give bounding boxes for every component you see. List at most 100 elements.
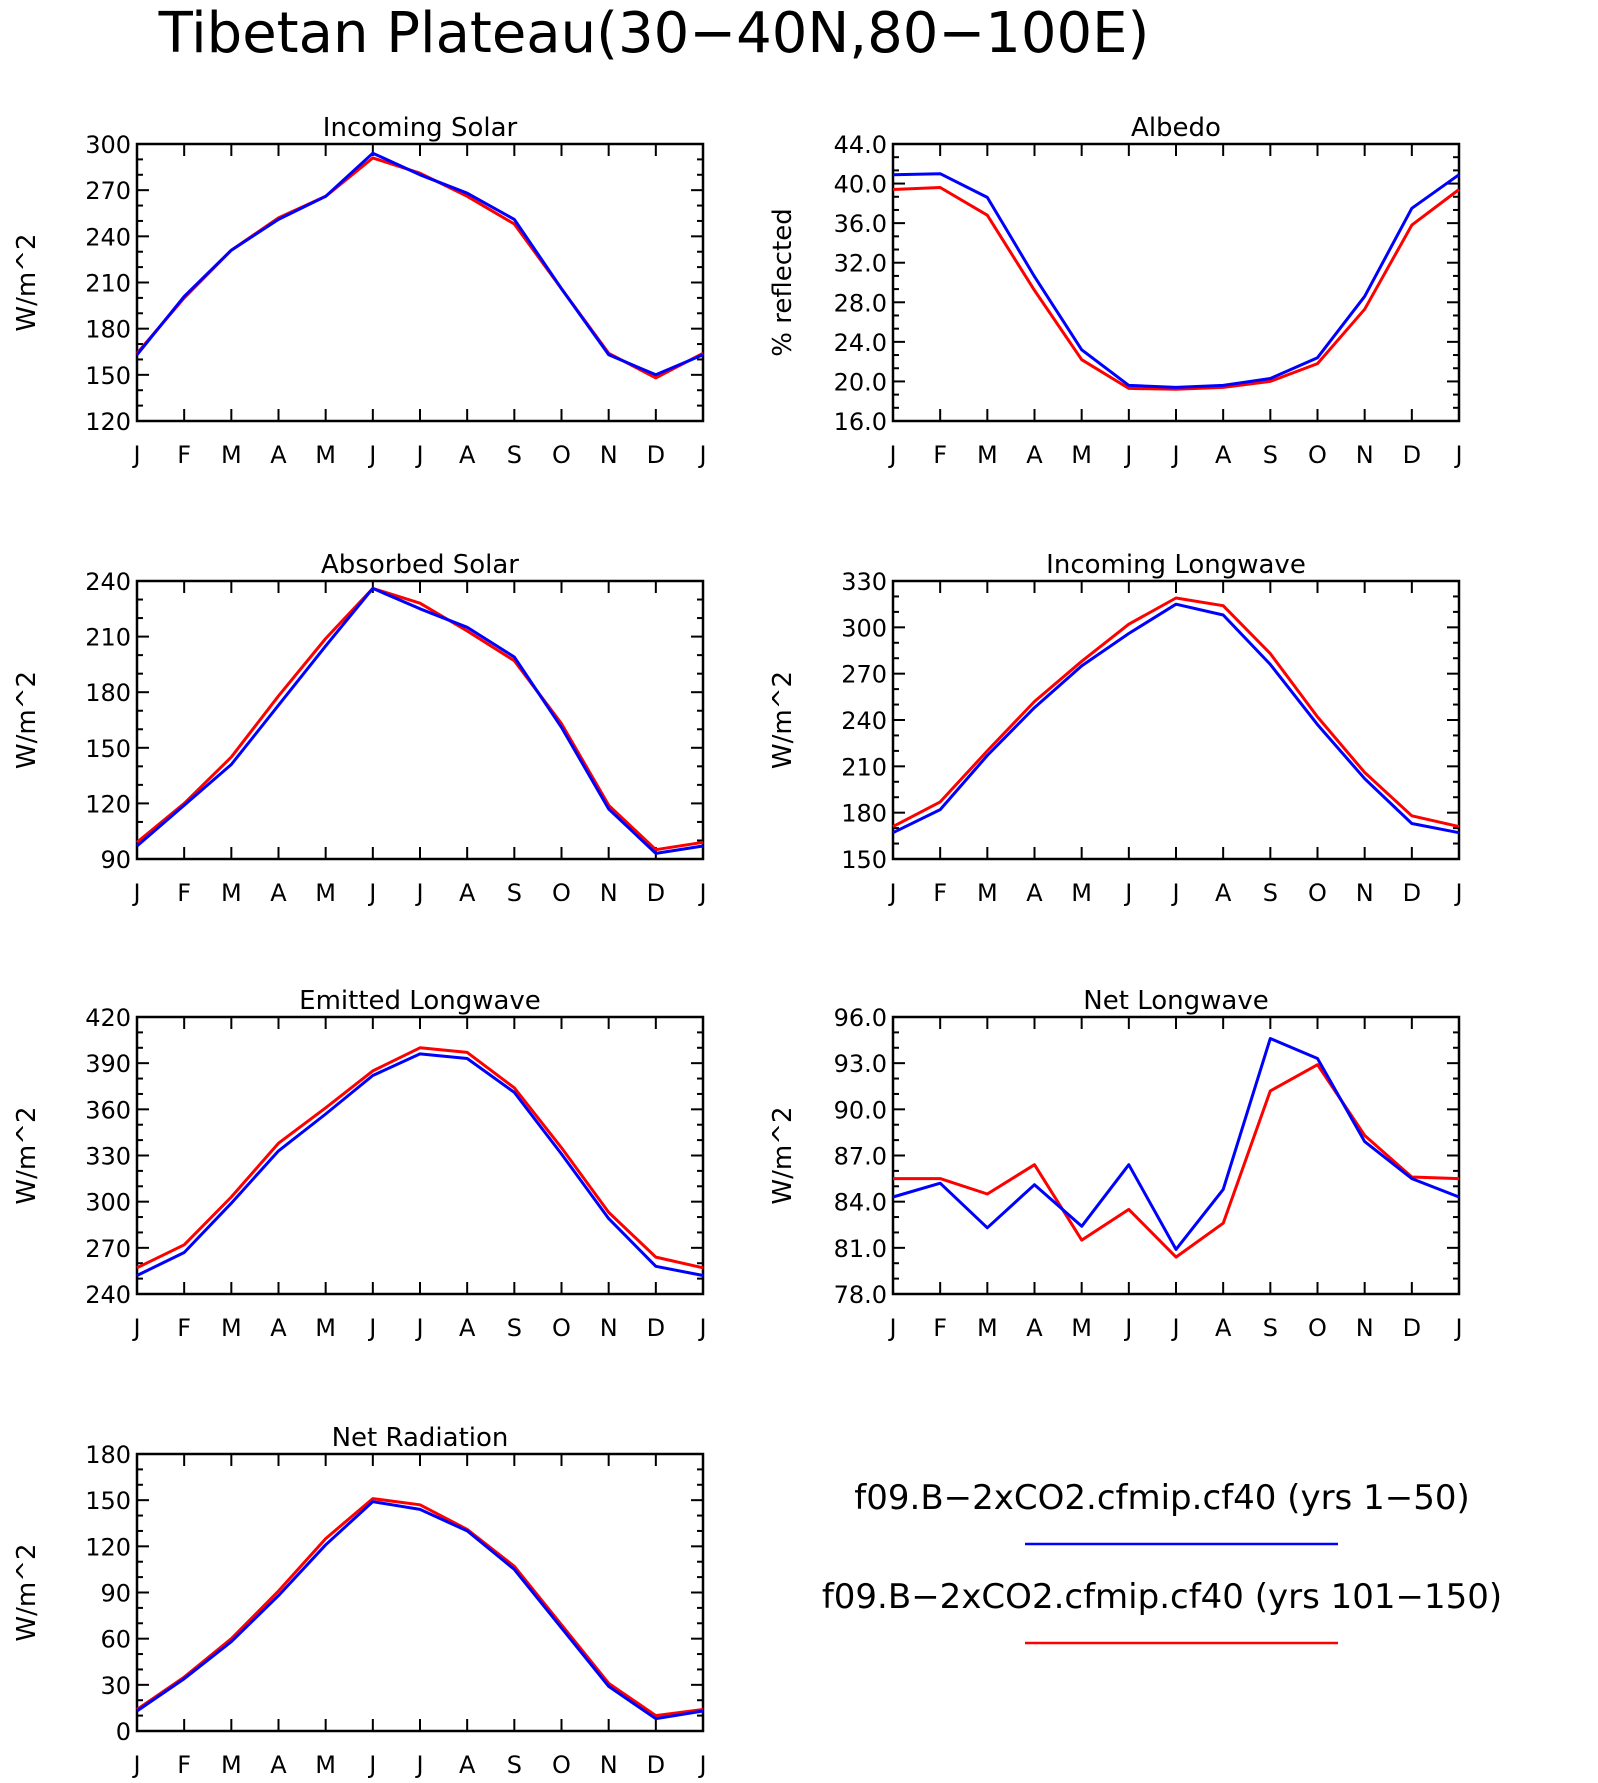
x-tick-label: J [1170, 879, 1179, 907]
y-tick-label: 24.0 [834, 329, 887, 357]
x-tick-label: N [1356, 1314, 1374, 1342]
x-tick-label: J [1123, 441, 1132, 469]
y-tick-label: 420 [85, 1004, 131, 1032]
x-tick-label: A [270, 1314, 287, 1342]
y-tick-label: 180 [841, 800, 887, 828]
chart-panel: Net Longwave 78.0 81.0 84.0 87.0 90.0 93.0 96.0… [768, 986, 1463, 1342]
y-axis-label: W/m^2 [12, 233, 42, 331]
y-tick-label: 270 [85, 1235, 131, 1263]
x-tick-label: M [1071, 879, 1092, 907]
x-tick-label: M [315, 1314, 336, 1342]
chart-panel: Incoming Longwave 150 180 210 240 270 300 330 J F… [768, 550, 1463, 907]
x-tick-label: M [977, 879, 998, 907]
x-tick-label: M [221, 879, 242, 907]
x-tick-label: O [552, 441, 571, 469]
y-tick-label: 240 [85, 568, 131, 596]
x-tick-label: M [315, 441, 336, 469]
x-tick-label: N [600, 1751, 618, 1779]
y-tick-label: 180 [85, 1441, 131, 1469]
x-tick-label: O [1308, 879, 1327, 907]
x-tick-label: J [131, 441, 140, 469]
x-tick-label: J [887, 441, 896, 469]
x-tick-label: F [177, 1314, 191, 1342]
plot-frame [135, 1015, 705, 1296]
x-tick-label: F [177, 441, 191, 469]
plot-frame [135, 142, 705, 423]
chart-panel: Albedo 16.0 20.0 24.0 28.0 32.0 36.0 40.0 44.0 J F… [768, 113, 1463, 469]
x-tick-label: S [507, 1314, 522, 1342]
x-tick-label: J [414, 879, 423, 907]
panel-title: Net Radiation [332, 1423, 509, 1453]
x-tick-label: J [414, 1751, 423, 1779]
y-tick-label: 300 [841, 614, 887, 642]
x-tick-label: F [177, 1751, 191, 1779]
x-tick-label: O [552, 1314, 571, 1342]
x-tick-label: O [552, 1751, 571, 1779]
y-tick-label: 120 [85, 1533, 131, 1561]
y-tick-label: 120 [85, 790, 131, 818]
x-tick-label: A [1026, 441, 1043, 469]
series-line [136, 1497, 704, 1718]
x-tick-label: A [459, 879, 476, 907]
y-tick-label: 84.0 [834, 1189, 887, 1217]
y-tick-label: 150 [85, 362, 131, 390]
y-tick-label: 96.0 [834, 1004, 887, 1032]
y-tick-label: 81.0 [834, 1235, 887, 1263]
x-tick-label: J [1453, 879, 1462, 907]
x-tick-label: A [459, 1751, 476, 1779]
panel-title: Net Longwave [1083, 986, 1268, 1016]
x-tick-label: N [1356, 879, 1374, 907]
x-tick-label: D [647, 1751, 665, 1779]
x-tick-label: S [507, 441, 522, 469]
y-tick-label: 240 [85, 223, 131, 251]
x-tick-label: J [1170, 441, 1179, 469]
legend-label-1: f09.B−2xCO2.cfmip.cf40 (yrs 1−50) [854, 1478, 1469, 1518]
x-tick-label: J [1453, 1314, 1462, 1342]
x-tick-label: J [697, 1751, 706, 1779]
y-tick-label: 150 [85, 1487, 131, 1515]
x-tick-label: J [367, 1314, 376, 1342]
y-tick-label: 210 [85, 270, 131, 298]
x-tick-label: J [887, 1314, 896, 1342]
x-tick-label: S [507, 879, 522, 907]
x-tick-label: N [1356, 441, 1374, 469]
y-tick-label: 180 [85, 679, 131, 707]
series-line [893, 1063, 1460, 1259]
x-tick-label: F [933, 441, 947, 469]
x-tick-label: A [459, 1314, 476, 1342]
y-axis-label: % reflected [768, 208, 798, 356]
y-tick-label: 20.0 [834, 368, 887, 396]
x-tick-label: N [600, 879, 618, 907]
series-line [136, 1052, 704, 1277]
legend: f09.B−2xCO2.cfmip.cf40 (yrs 1−50) f09.B−… [822, 1478, 1502, 1645]
x-tick-label: J [1123, 1314, 1132, 1342]
chart-panel: Emitted Longwave 240 270 300 330 360 390 420 J F M… [12, 986, 707, 1342]
series-line [135, 156, 704, 380]
x-tick-label: J [697, 441, 706, 469]
x-tick-label: J [1453, 441, 1462, 469]
y-axis-label: W/m^2 [12, 1106, 42, 1204]
legend-label-2: f09.B−2xCO2.cfmip.cf40 (yrs 101−150) [822, 1577, 1502, 1617]
panel-title: Incoming Longwave [1046, 550, 1306, 580]
y-tick-label: 150 [85, 735, 131, 763]
y-axis-label: W/m^2 [12, 671, 42, 769]
y-tick-label: 78.0 [834, 1281, 887, 1309]
series-line [135, 151, 704, 377]
x-tick-label: A [1215, 1314, 1232, 1342]
y-tick-label: 180 [85, 316, 131, 344]
x-tick-label: S [1263, 1314, 1278, 1342]
x-tick-label: A [1026, 879, 1043, 907]
plot-frame [891, 1015, 1461, 1296]
series-line [136, 1046, 704, 1270]
panel-title: Albedo [1131, 113, 1221, 143]
x-tick-label: A [270, 879, 287, 907]
x-tick-label: N [600, 1314, 618, 1342]
x-tick-label: M [1071, 441, 1092, 469]
y-tick-label: 90 [100, 1580, 131, 1608]
x-tick-label: F [933, 879, 947, 907]
y-tick-label: 360 [85, 1096, 131, 1124]
y-tick-label: 90 [100, 846, 131, 874]
